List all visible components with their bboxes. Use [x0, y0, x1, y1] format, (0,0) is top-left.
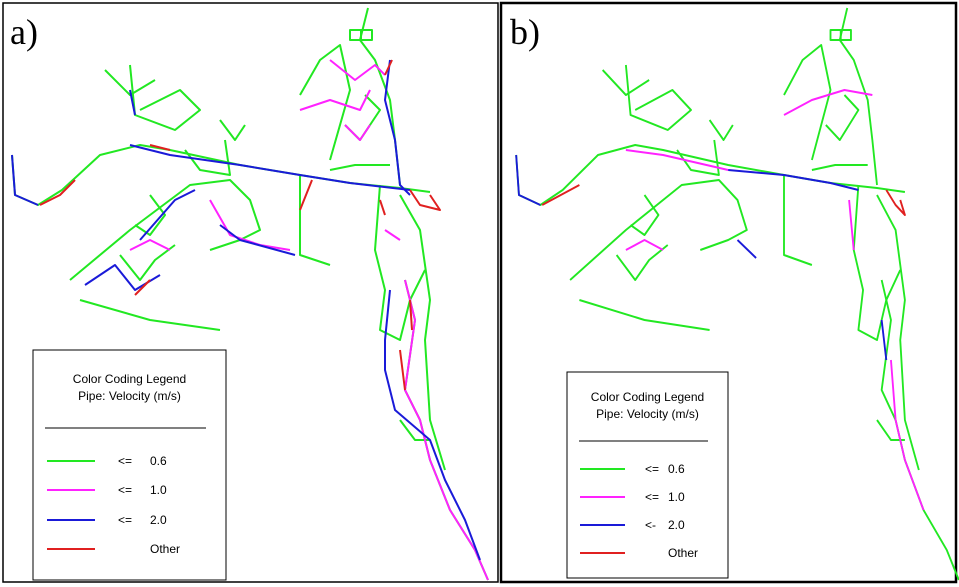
pipe-network [515, 7, 959, 581]
legend-symbol: <= [118, 483, 132, 497]
legend-symbol: <= [118, 513, 132, 527]
panel-label-bg [4, 8, 48, 52]
legend-box [566, 371, 729, 579]
legend-symbol: <= [645, 462, 659, 476]
legend-value: 1.0 [668, 490, 685, 504]
legend-value: 0.6 [150, 454, 167, 468]
panel-label: a) [10, 12, 38, 52]
legend-symbol: <= [645, 490, 659, 504]
legend-value: Other [150, 542, 180, 556]
legend-value: 0.6 [668, 462, 685, 476]
legend-value: 1.0 [150, 483, 167, 497]
legend-value: Other [668, 546, 698, 560]
legend-title: Color Coding Legend [591, 390, 704, 404]
legend-value: 2.0 [150, 513, 167, 527]
panel-label-bg [504, 8, 548, 52]
panel-frame [2, 2, 499, 583]
legend-symbol: <= [118, 454, 132, 468]
pipes-velocity-2 [11, 59, 481, 561]
panel-label: b) [510, 12, 540, 52]
legend-title: Color Coding Legend [73, 372, 186, 386]
panel-frame [499, 1, 958, 584]
legend-title: Pipe: Velocity (m/s) [596, 407, 699, 421]
pipes-velocity-1 [129, 59, 489, 581]
legend-value: 2.0 [668, 518, 685, 532]
legend-title: Pipe: Velocity (m/s) [78, 389, 181, 403]
pipes-other [39, 59, 441, 391]
legend-symbol: <- [645, 518, 656, 532]
legend-box [32, 349, 227, 581]
